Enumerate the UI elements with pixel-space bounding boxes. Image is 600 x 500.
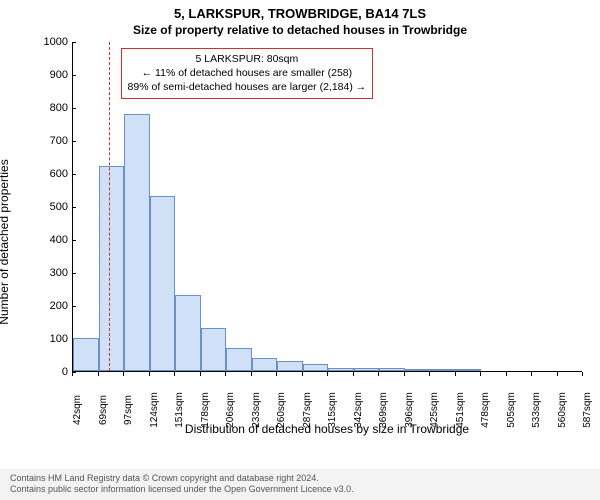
- footer: Contains HM Land Registry data © Crown c…: [0, 469, 600, 500]
- y-tick-label: 1000: [44, 36, 68, 48]
- histogram-bar: [354, 368, 380, 371]
- x-tick-label: 42sqm: [72, 395, 83, 425]
- histogram-bar: [252, 358, 278, 371]
- page-subtitle: Size of property relative to detached ho…: [0, 21, 600, 37]
- histogram-bar: [277, 361, 303, 371]
- histogram-bar: [150, 196, 176, 371]
- plot-area: 5 LARKSPUR: 80sqm← 11% of detached house…: [72, 42, 582, 372]
- x-tick-label: 587sqm: [582, 392, 593, 428]
- y-tick-label: 700: [50, 135, 68, 147]
- chart-container: Number of detached properties 0100200300…: [8, 42, 592, 442]
- annotation-box: 5 LARKSPUR: 80sqm← 11% of detached house…: [121, 48, 374, 99]
- y-axis-label: Number of detached properties: [0, 159, 11, 324]
- y-tick-label: 600: [50, 168, 68, 180]
- histogram-bar: [99, 166, 125, 371]
- histogram-bar: [303, 364, 329, 371]
- y-tick-label: 200: [50, 300, 68, 312]
- annotation-line: 5 LARKSPUR: 80sqm: [128, 52, 367, 66]
- annotation-line: ← 11% of detached houses are smaller (25…: [128, 66, 367, 80]
- page-title: 5, LARKSPUR, TROWBRIDGE, BA14 7LS: [0, 0, 600, 21]
- histogram-bar: [456, 369, 482, 371]
- histogram-bar: [226, 348, 252, 371]
- histogram-bar: [201, 328, 227, 371]
- x-tick-label: 97sqm: [123, 395, 134, 425]
- y-tick-label: 100: [50, 333, 68, 345]
- y-tick-label: 800: [50, 102, 68, 114]
- y-axis-ticks: 01002003004005006007008009001000: [32, 42, 72, 372]
- histogram-bar: [430, 369, 456, 371]
- y-tick-label: 0: [62, 366, 68, 378]
- histogram-bar: [405, 369, 431, 371]
- reference-line: [109, 42, 110, 371]
- histogram-bar: [73, 338, 99, 371]
- x-axis-label: Distribution of detached houses by size …: [72, 422, 582, 436]
- histogram-bar: [379, 368, 405, 371]
- histogram-bar: [124, 114, 150, 371]
- y-tick-label: 900: [50, 69, 68, 81]
- footer-line-1: Contains HM Land Registry data © Crown c…: [10, 473, 590, 485]
- annotation-line: 89% of semi-detached houses are larger (…: [128, 80, 367, 94]
- x-tick-label: 69sqm: [98, 395, 109, 425]
- y-tick-label: 300: [50, 267, 68, 279]
- histogram-bar: [328, 368, 354, 371]
- x-axis-ticks: 42sqm69sqm97sqm124sqm151sqm178sqm206sqm2…: [72, 372, 582, 422]
- histogram-bar: [175, 295, 201, 371]
- y-tick-label: 400: [50, 234, 68, 246]
- y-tick-label: 500: [50, 201, 68, 213]
- footer-line-2: Contains public sector information licen…: [10, 484, 590, 496]
